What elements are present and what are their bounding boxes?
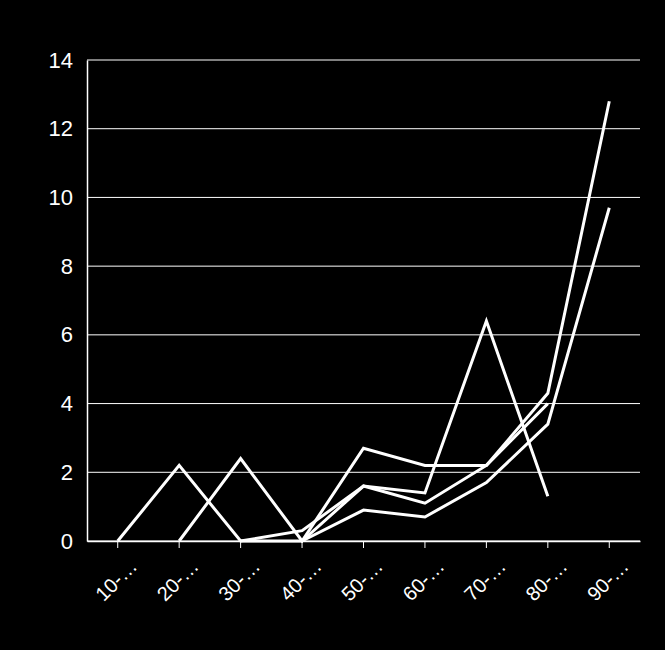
series-line [118,321,548,541]
grid [87,60,640,541]
y-tick-label: 4 [61,391,73,416]
grid-line [87,60,640,61]
x-tick: 30-… [214,541,264,605]
x-tick-mark [486,541,487,548]
plot: 0 2 4 6 8 10 12 14 10-…20-…30-…40-…50-…60-…70-…8… [49,48,641,606]
grid-line [87,266,640,267]
series-line [241,101,610,541]
y-tick: 2 [61,460,87,485]
series-line [179,404,548,541]
y-tick-label: 0 [61,529,73,554]
grid-line [87,403,640,404]
y-tick: 12 [49,116,87,141]
lines [118,101,610,541]
y-axis-line [87,61,89,542]
x-tick-label: 10-… [91,555,141,605]
x-axis: 10-…20-…30-…40-…50-…60-…70-…80-…90-… [88,541,641,605]
grid-line [87,128,640,129]
x-tick-label: 80-… [521,555,571,605]
x-tick: 70-… [460,541,510,605]
x-tick-mark [424,541,425,548]
series-line [302,208,609,541]
y-tick-label: 6 [61,322,73,347]
x-tick: 60-… [398,541,448,605]
x-tick-mark [547,541,548,548]
x-tick-label: 70-… [460,555,510,605]
y-tick: 10 [49,185,87,210]
x-tick-label: 60-… [398,555,448,605]
y-tick: 8 [61,254,87,279]
y-tick: 4 [61,391,87,416]
x-tick: 40-… [275,541,325,605]
y-tick-label: 14 [49,48,73,73]
x-tick: 10-… [91,541,141,605]
chart: 0 2 4 6 8 10 12 14 10-…20-…30-…40-…50-…60-…70-…8… [0,0,665,650]
x-tick-label: 20-… [153,555,203,605]
grid-line [87,472,640,473]
x-tick-mark [609,541,610,548]
y-tick-label: 10 [49,185,73,210]
grid-line [87,334,640,335]
y-axis: 0 2 4 6 8 10 12 14 [49,48,88,554]
y-tick-label: 2 [61,460,73,485]
x-tick-label: 40-… [275,555,325,605]
y-tick: 6 [61,322,87,347]
x-tick-label: 50-… [337,555,387,605]
y-tick: 0 [61,529,87,554]
y-tick-label: 12 [49,116,73,141]
x-tick: 50-… [337,541,387,605]
x-tick: 20-… [153,541,203,605]
x-tick: 90-… [583,541,633,605]
x-tick-label: 90-… [583,555,633,605]
x-tick-mark [179,541,180,548]
background [0,0,665,650]
x-tick: 80-… [521,541,571,605]
y-tick-label: 8 [61,254,73,279]
x-tick-label: 30-… [214,555,264,605]
x-tick-mark [363,541,364,548]
y-tick: 14 [49,48,87,73]
x-tick-mark [117,541,118,548]
grid-line [87,197,640,198]
